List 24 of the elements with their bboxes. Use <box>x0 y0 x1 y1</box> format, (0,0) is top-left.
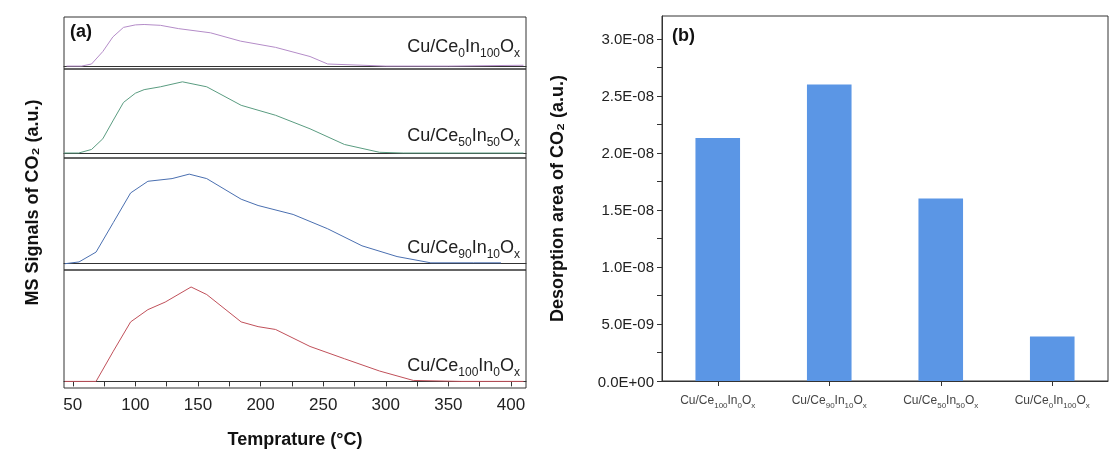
y-tick-label: 5.0E-09 <box>601 315 654 333</box>
y-tick-label: 0.0E+00 <box>597 372 654 390</box>
x-tick-label: 350 <box>434 395 463 414</box>
y-axis-title: Desorption area of CO₂ (a.u.) <box>547 74 567 323</box>
x-tick-label: 50 <box>63 395 83 414</box>
y-tick-label: 1.5E-08 <box>601 201 654 219</box>
bar <box>1029 336 1075 381</box>
bar <box>918 198 964 381</box>
x-axis-title: Temprature (°C) <box>227 429 363 449</box>
bar <box>806 84 852 381</box>
x-tick-label: 400 <box>496 395 526 414</box>
y-axis-title: MS Signals of CO₂ (a.u.) <box>21 99 43 306</box>
bar <box>695 138 741 381</box>
chart-title: (a) <box>70 21 92 41</box>
x-tick-label: 250 <box>308 395 338 414</box>
x-tick-label: 100 <box>121 395 150 414</box>
x-tick-label: 200 <box>246 395 275 414</box>
y-tick-label: 1.0E-08 <box>601 258 654 276</box>
y-tick-label: 2.5E-08 <box>601 87 654 105</box>
x-tick-label: 150 <box>183 395 213 414</box>
text: (b) <box>672 25 695 45</box>
y-tick-label: 2.0E-08 <box>601 144 654 162</box>
x-tick-label: 300 <box>371 395 400 414</box>
y-tick-label: 3.0E-08 <box>601 30 654 48</box>
